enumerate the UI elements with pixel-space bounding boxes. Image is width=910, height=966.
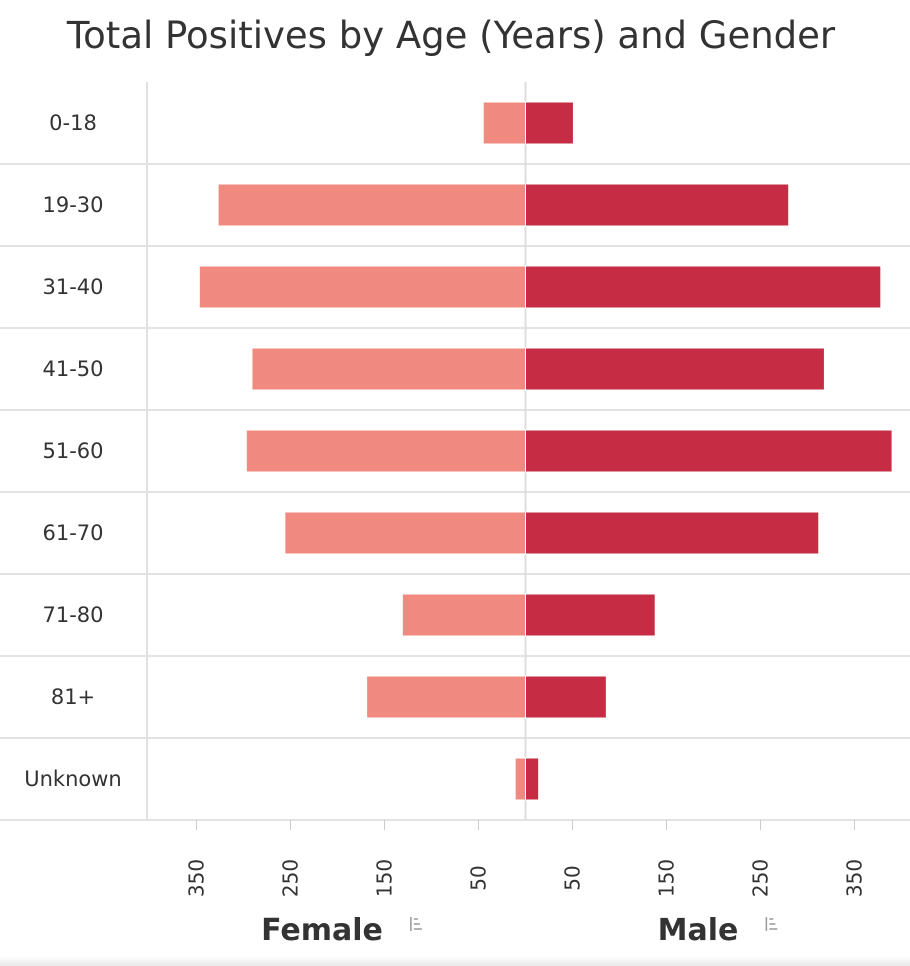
bar-female-71-80[interactable] bbox=[401, 593, 526, 637]
bar-male-71-80[interactable] bbox=[525, 593, 656, 637]
category-label: 61-70 bbox=[42, 521, 103, 545]
sort-icon[interactable] bbox=[765, 917, 778, 931]
bar-male-19-30[interactable] bbox=[525, 183, 790, 227]
chart-title: Total Positives by Age (Years) and Gende… bbox=[66, 14, 836, 57]
category-label: Unknown bbox=[24, 767, 121, 791]
category-label: 41-50 bbox=[42, 357, 103, 381]
bar-female-81+[interactable] bbox=[366, 675, 527, 719]
bar-female-61-70[interactable] bbox=[284, 511, 526, 555]
axis-ticks: 350 250 150 50 50 150 250 350 bbox=[185, 820, 867, 897]
tick-label: 250 bbox=[279, 859, 303, 897]
bar-female-Unknown[interactable] bbox=[514, 757, 526, 801]
bar-male-41-50[interactable] bbox=[525, 347, 825, 391]
category-labels: 0-18 19-30 31-40 41-50 51-60 61-70 71-80 81+ Unk… bbox=[24, 111, 121, 791]
tick-label: 350 bbox=[185, 859, 209, 897]
bars bbox=[198, 101, 893, 801]
bar-female-0-18[interactable] bbox=[482, 101, 527, 145]
bar-male-81+[interactable] bbox=[525, 675, 607, 719]
category-label: 71-80 bbox=[42, 603, 103, 627]
bar-male-61-70[interactable] bbox=[525, 511, 820, 555]
tick-label: 250 bbox=[749, 859, 773, 897]
bar-female-31-40[interactable] bbox=[198, 265, 526, 309]
tick-label: 50 bbox=[467, 865, 491, 890]
bar-male-31-40[interactable] bbox=[525, 265, 882, 309]
bottom-shadow bbox=[0, 956, 910, 966]
bar-female-51-60[interactable] bbox=[245, 429, 526, 473]
legend-label-female[interactable]: Female bbox=[261, 913, 383, 948]
tick-label: 350 bbox=[843, 859, 867, 897]
legend-label-male[interactable]: Male bbox=[658, 913, 739, 948]
category-label: 81+ bbox=[51, 685, 95, 709]
bar-male-51-60[interactable] bbox=[525, 429, 893, 473]
tick-label: 50 bbox=[561, 865, 585, 890]
legend: Female Male bbox=[261, 913, 778, 948]
category-label: 31-40 bbox=[42, 275, 103, 299]
bar-female-41-50[interactable] bbox=[251, 347, 527, 391]
category-label: 19-30 bbox=[42, 193, 103, 217]
bar-female-19-30[interactable] bbox=[217, 183, 526, 227]
sort-icon[interactable] bbox=[410, 917, 422, 931]
category-label: 51-60 bbox=[42, 439, 103, 463]
bar-male-Unknown[interactable] bbox=[525, 757, 540, 801]
tick-label: 150 bbox=[655, 859, 679, 897]
category-label: 0-18 bbox=[49, 111, 97, 135]
tick-label: 150 bbox=[373, 859, 397, 897]
bar-male-0-18[interactable] bbox=[525, 101, 574, 145]
